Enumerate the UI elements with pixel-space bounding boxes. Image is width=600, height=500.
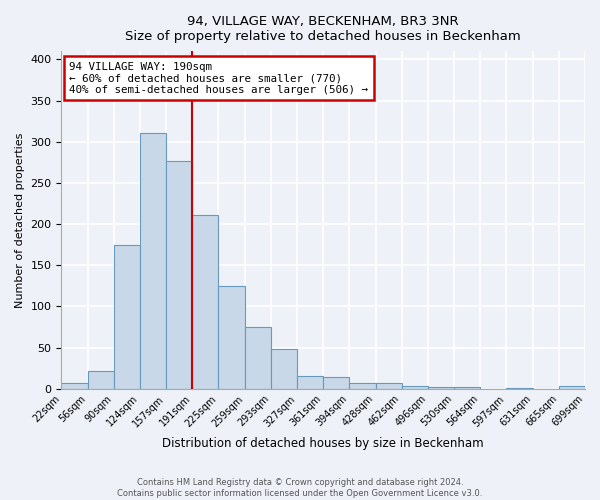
Bar — [61, 383, 88, 389]
Bar — [218, 286, 245, 389]
Bar — [271, 350, 297, 389]
Title: 94, VILLAGE WAY, BECKENHAM, BR3 3NR
Size of property relative to detached houses: 94, VILLAGE WAY, BECKENHAM, BR3 3NR Size… — [125, 15, 521, 43]
Text: 94 VILLAGE WAY: 190sqm
← 60% of detached houses are smaller (770)
40% of semi-de: 94 VILLAGE WAY: 190sqm ← 60% of detached… — [69, 62, 368, 95]
Bar — [297, 376, 323, 389]
Bar — [166, 160, 193, 389]
Bar — [245, 327, 271, 389]
Bar — [114, 244, 140, 389]
Bar — [88, 370, 114, 389]
Y-axis label: Number of detached properties: Number of detached properties — [15, 132, 25, 308]
X-axis label: Distribution of detached houses by size in Beckenham: Distribution of detached houses by size … — [163, 437, 484, 450]
Bar — [506, 388, 533, 389]
Bar — [454, 387, 480, 389]
Bar — [193, 215, 218, 389]
Bar — [559, 386, 585, 389]
Bar — [402, 386, 428, 389]
Bar — [323, 378, 349, 389]
Text: Contains HM Land Registry data © Crown copyright and database right 2024.
Contai: Contains HM Land Registry data © Crown c… — [118, 478, 482, 498]
Bar — [376, 383, 402, 389]
Bar — [140, 134, 166, 389]
Bar — [428, 387, 454, 389]
Bar — [349, 383, 376, 389]
